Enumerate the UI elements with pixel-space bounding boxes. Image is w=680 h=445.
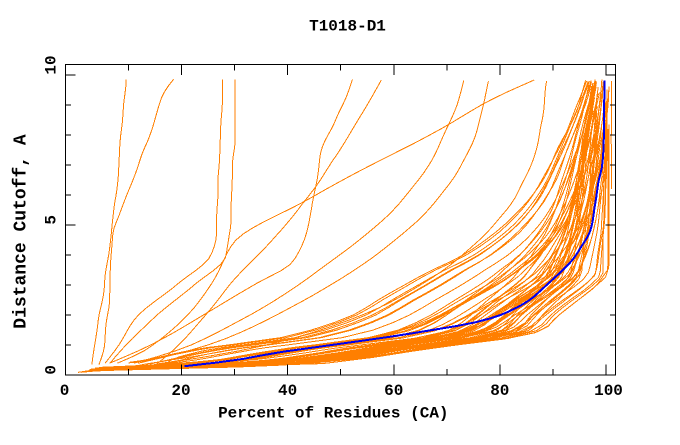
- svg-text:80: 80: [490, 382, 509, 400]
- svg-text:T1018-D1: T1018-D1: [309, 17, 386, 35]
- svg-text:Distance Cutoff, A: Distance Cutoff, A: [12, 134, 32, 329]
- svg-text:0: 0: [43, 365, 61, 375]
- svg-text:5: 5: [43, 215, 61, 225]
- svg-text:40: 40: [278, 382, 297, 400]
- svg-text:100: 100: [594, 382, 623, 400]
- svg-text:Percent of Residues (CA): Percent of Residues (CA): [218, 404, 448, 422]
- svg-text:20: 20: [171, 382, 190, 400]
- svg-text:60: 60: [384, 382, 403, 400]
- svg-text:0: 0: [60, 382, 70, 400]
- svg-text:10: 10: [43, 55, 61, 74]
